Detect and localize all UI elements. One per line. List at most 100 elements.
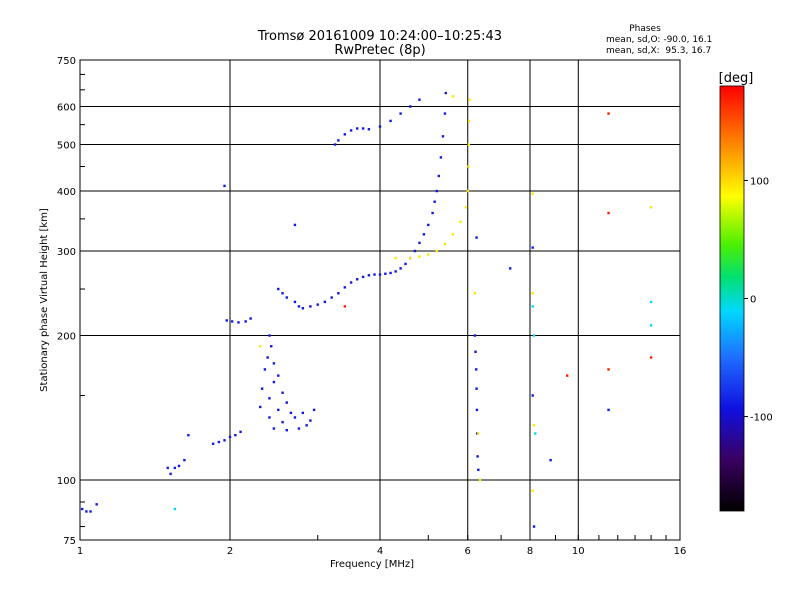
data-point-o bbox=[389, 271, 392, 275]
data-point-o bbox=[268, 416, 271, 419]
data-point-x bbox=[473, 292, 477, 295]
colorbar-ticks: 100 0 -100 bbox=[744, 176, 773, 424]
y-tick-label: 300 bbox=[57, 247, 76, 258]
data-point-o bbox=[281, 391, 284, 394]
data-point-o bbox=[80, 507, 84, 511]
data-point-o bbox=[183, 458, 186, 462]
data-point-o bbox=[301, 411, 305, 415]
data-point-noise bbox=[532, 334, 536, 337]
data-point-o bbox=[531, 246, 534, 249]
data-point-o bbox=[270, 345, 273, 348]
phases-x-stats: mean, sd,X: 95.3, 16.7 bbox=[606, 46, 711, 56]
data-point-x bbox=[259, 345, 262, 348]
data-point-x bbox=[394, 256, 397, 260]
data-point-o bbox=[285, 401, 288, 404]
data-point-noise bbox=[531, 305, 534, 308]
data-point-o bbox=[237, 321, 240, 324]
data-point-x bbox=[531, 292, 534, 295]
data-point-noise bbox=[565, 374, 569, 377]
data-point-x bbox=[467, 165, 470, 168]
data-point-o bbox=[277, 374, 280, 377]
data-point-o bbox=[361, 275, 365, 279]
data-point-x bbox=[464, 206, 468, 209]
data-point-o bbox=[355, 278, 359, 281]
data-point-o bbox=[476, 455, 479, 458]
x-tick-label: 1 bbox=[77, 546, 83, 557]
data-point-o bbox=[349, 281, 353, 284]
data-point-o bbox=[607, 408, 610, 412]
data-point-x bbox=[478, 478, 482, 482]
data-point-o bbox=[89, 510, 92, 513]
data-point-o bbox=[531, 394, 534, 397]
data-point-x bbox=[477, 432, 480, 435]
y-tick-label: 500 bbox=[57, 141, 76, 152]
x-tick-label: 16 bbox=[674, 546, 687, 557]
data-point-o bbox=[384, 272, 387, 275]
data-point-o bbox=[343, 133, 347, 136]
data-point-x bbox=[468, 98, 471, 101]
data-point-o bbox=[389, 119, 392, 123]
data-point-o bbox=[285, 429, 288, 432]
axis-ticks: 1 2 4 6 8 10 16 75 100 200 300 400 500 600 750 bbox=[57, 56, 686, 557]
data-point-o bbox=[441, 135, 445, 138]
data-point-noise bbox=[607, 112, 610, 115]
data-point-o bbox=[439, 156, 443, 159]
data-point-noise bbox=[649, 324, 653, 327]
x-tick-label: 2 bbox=[227, 546, 233, 557]
data-point-o bbox=[444, 91, 447, 95]
x-tick-label: 6 bbox=[465, 546, 471, 557]
data-point-noise bbox=[607, 211, 610, 215]
data-point-o bbox=[355, 127, 359, 130]
data-point-o bbox=[323, 300, 327, 304]
data-point-o bbox=[409, 105, 412, 108]
x-tick-label: 4 bbox=[377, 546, 383, 557]
data-point-o bbox=[293, 300, 297, 304]
data-point-o bbox=[378, 273, 382, 276]
data-point-o bbox=[285, 296, 288, 299]
plot-frame bbox=[79, 59, 681, 541]
data-point-o bbox=[234, 433, 237, 437]
data-point-o bbox=[272, 427, 276, 430]
data-point-o bbox=[187, 433, 190, 437]
data-point-o bbox=[333, 143, 337, 146]
y-axis-label: Stationary phase Virtual Height [km] bbox=[39, 208, 50, 392]
data-point-x bbox=[409, 256, 412, 260]
data-point-o bbox=[337, 292, 340, 295]
data-point-noise bbox=[607, 368, 610, 371]
y-tick-label: 200 bbox=[57, 332, 76, 343]
data-point-x bbox=[418, 255, 421, 258]
data-point-o bbox=[281, 420, 284, 424]
data-point-o bbox=[225, 319, 228, 322]
data-point-x bbox=[531, 489, 534, 492]
data-point-o bbox=[437, 174, 441, 178]
data-point-o bbox=[349, 129, 353, 132]
data-point-x bbox=[451, 233, 455, 236]
data-point-o bbox=[268, 397, 271, 400]
data-point-o bbox=[422, 233, 426, 236]
colorbar-tick-label: -100 bbox=[750, 413, 773, 424]
data-point-o bbox=[166, 466, 169, 470]
data-point-o bbox=[297, 305, 301, 308]
data-point-o bbox=[277, 287, 280, 291]
data-point-o bbox=[399, 112, 402, 115]
data-point-o bbox=[475, 236, 478, 239]
data-point-o bbox=[330, 296, 333, 299]
data-point-o bbox=[272, 380, 276, 384]
data-point-o bbox=[413, 249, 417, 253]
data-point-o bbox=[85, 510, 88, 513]
data-point-o bbox=[169, 472, 172, 476]
colorbar-label: [deg] bbox=[719, 71, 754, 86]
colorbar bbox=[719, 85, 745, 512]
data-point-o bbox=[293, 416, 297, 419]
data-point-o bbox=[373, 273, 376, 276]
data-point-x bbox=[443, 242, 447, 246]
data-point-o bbox=[361, 127, 365, 130]
data-point-x bbox=[459, 220, 462, 224]
data-point-o bbox=[473, 334, 477, 337]
data-point-x bbox=[435, 249, 438, 253]
data-point-o bbox=[244, 320, 247, 323]
data-point-o bbox=[477, 468, 480, 472]
data-point-o bbox=[337, 139, 340, 142]
data-point-o bbox=[301, 307, 305, 310]
